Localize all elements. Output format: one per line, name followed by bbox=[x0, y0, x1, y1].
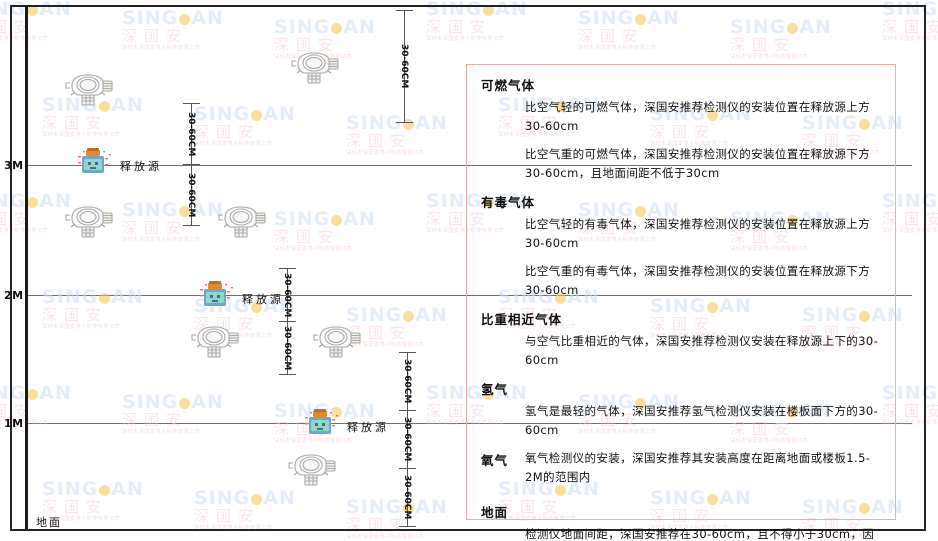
dimension-line bbox=[404, 10, 405, 122]
guideline-section-title: 地面 bbox=[481, 505, 509, 520]
gas-guidelines-panel: 可燃气体比空气轻的可燃气体，深国安推荐检测仪的安装位置在释放源上方30-60cm… bbox=[466, 64, 896, 541]
release-source-icon bbox=[200, 281, 238, 313]
release-source-icon bbox=[305, 409, 343, 441]
dimension-label: 30-60CM bbox=[282, 325, 292, 370]
guideline-paragraph: 比空气轻的有毒气体，深国安推荐检测仪的安装位置在释放源上方30-60cm bbox=[525, 217, 871, 250]
installation-height-diagram: 3M 2M 1M 地面 释放源 释放源 释放源 30-60CM 30-60CM 30-60CM 30… bbox=[4, 5, 444, 529]
guideline-section: 有毒气体比空气轻的有毒气体，深国安推荐检测仪的安装位置在释放源上方30-60cm… bbox=[481, 192, 881, 300]
dimension-label: 30-60CM bbox=[402, 475, 412, 520]
gas-detector-icon bbox=[62, 68, 114, 108]
dimension-tick bbox=[279, 268, 296, 269]
grid-line-3m bbox=[26, 165, 912, 166]
guideline-section: 比重相近气体与空气比重相近的气体，深国安推荐检测仪安装在释放源上下的30-60c… bbox=[481, 309, 881, 370]
dimension-line bbox=[407, 352, 408, 526]
gas-detector-icon bbox=[62, 200, 114, 240]
guideline-paragraph: 比空气重的有毒气体，深国安推荐检测仪的安装位置在释放源下方30-60cm bbox=[525, 264, 871, 297]
guideline-section: 氢气氢气是最轻的气体，深国安推荐氢气检测仪安装在楼板面下方的30-60cm bbox=[481, 379, 881, 440]
release-source-label: 释放源 bbox=[347, 421, 389, 434]
axis-label-2m: 2M bbox=[4, 289, 24, 302]
axis-label-3m: 3M bbox=[4, 159, 24, 172]
dimension-tick bbox=[279, 374, 296, 375]
guideline-section: 氧气 氧气检测仪的安装，深国安推荐其安装高度在距离地面或楼板1.5-2M的范围内 bbox=[481, 449, 881, 496]
ground-label: 地面 bbox=[36, 516, 62, 529]
guideline-section: 可燃气体比空气轻的可燃气体，深国安推荐检测仪的安装位置在释放源上方30-60cm… bbox=[481, 75, 881, 183]
dimension-tick bbox=[399, 526, 416, 527]
vertical-axis bbox=[25, 5, 28, 529]
dimension-marker: 30-60CM 30-60CM bbox=[182, 103, 228, 226]
gas-detector-icon bbox=[285, 448, 337, 488]
dimension-tick bbox=[183, 164, 200, 165]
guideline-section-title: 可燃气体 bbox=[481, 78, 536, 93]
guideline-paragraph: 检测仪地面间距，深国安推荐在30-60cm，且不得小于30cm，因为过低容易水溅… bbox=[525, 527, 875, 541]
guideline-paragraph: 氧气检测仪的安装，深国安推荐其安装高度在距离地面或楼板1.5-2M的范围内 bbox=[525, 451, 871, 484]
dimension-tick bbox=[279, 321, 296, 322]
dimension-label: 30-60CM bbox=[186, 111, 196, 156]
gas-detector-icon bbox=[188, 320, 240, 360]
axis-label-1m: 1M bbox=[4, 417, 24, 430]
dimension-tick bbox=[183, 103, 200, 104]
guideline-paragraph: 比空气轻的可燃气体，深国安推荐检测仪的安装位置在释放源上方30-60cm bbox=[525, 100, 871, 133]
dimension-label: 30-60CM bbox=[186, 172, 196, 217]
guideline-paragraph: 与空气比重相近的气体，深国安推荐检测仪安装在释放源上下的30-60cm bbox=[525, 334, 879, 367]
guideline-section: 地面检测仪地面间距，深国安推荐在30-60cm，且不得小于30cm，因为过低容易… bbox=[481, 502, 881, 541]
dimension-marker: 30-60CM bbox=[395, 10, 441, 123]
release-source-icon bbox=[78, 148, 116, 180]
guideline-section-title: 氧气 bbox=[481, 453, 509, 468]
guideline-paragraph: 氢气是最轻的气体，深国安推荐氢气检测仪安装在楼板面下方的30-60cm bbox=[525, 404, 879, 437]
gas-detector-icon bbox=[215, 200, 267, 240]
dimension-tick bbox=[399, 410, 416, 411]
dimension-label: 30-60CM bbox=[402, 359, 412, 404]
grid-line-2m bbox=[26, 295, 912, 296]
dimension-tick bbox=[399, 352, 416, 353]
grid-line-1m bbox=[26, 423, 912, 424]
gas-detector-icon bbox=[310, 320, 362, 360]
guideline-section-title: 有毒气体 bbox=[481, 195, 536, 210]
dimension-label: 30-60CM bbox=[402, 417, 412, 462]
guideline-section-title: 比重相近气体 bbox=[481, 312, 563, 327]
dimension-tick bbox=[396, 10, 413, 11]
release-source-label: 释放源 bbox=[120, 160, 162, 173]
dimension-label: 30-60CM bbox=[399, 44, 409, 89]
dimension-marker: 30-60CM 30-60CM bbox=[278, 268, 324, 375]
dimension-tick bbox=[396, 122, 413, 123]
dimension-tick bbox=[399, 468, 416, 469]
guideline-section-title: 氢气 bbox=[481, 382, 509, 397]
diagram-outer-frame bbox=[10, 5, 926, 531]
dimension-marker: 30-60CM 30-60CM 30-60CM bbox=[398, 352, 444, 527]
gas-detector-icon bbox=[288, 46, 340, 86]
dimension-label: 30-60CM bbox=[282, 272, 292, 317]
guideline-paragraph: 比空气重的可燃气体，深国安推荐检测仪的安装位置在释放源下方30-60cm，且地面… bbox=[525, 147, 871, 180]
dimension-tick bbox=[183, 225, 200, 226]
